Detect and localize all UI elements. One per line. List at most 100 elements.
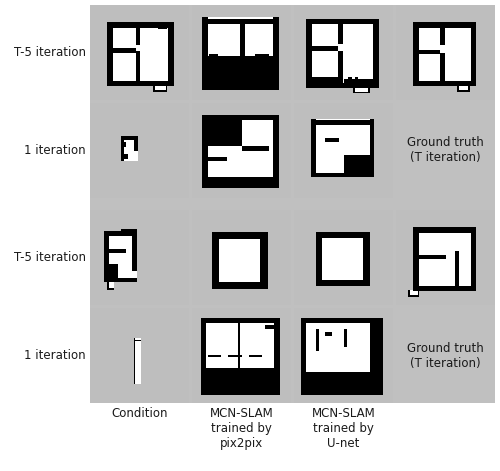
Bar — [300, 390, 382, 395]
Bar — [107, 22, 174, 86]
Bar — [273, 17, 278, 90]
Bar — [294, 308, 393, 403]
Bar — [200, 318, 280, 395]
Bar — [121, 229, 136, 233]
Bar — [104, 231, 109, 283]
Bar — [294, 103, 393, 198]
Bar — [344, 79, 374, 88]
Bar — [123, 154, 128, 159]
Bar — [200, 318, 206, 395]
Bar — [158, 24, 168, 29]
Bar — [363, 233, 370, 286]
Bar — [90, 210, 189, 305]
Bar — [316, 233, 322, 286]
Bar — [104, 231, 136, 283]
Bar — [413, 286, 476, 292]
Bar — [440, 22, 444, 45]
Bar — [418, 290, 420, 297]
Bar — [408, 290, 410, 297]
Bar — [154, 90, 168, 92]
Bar — [300, 318, 382, 395]
Bar — [470, 227, 476, 292]
Bar — [107, 281, 114, 290]
Text: MCN-SLAM
trained by
pix2pix: MCN-SLAM trained by pix2pix — [210, 407, 274, 450]
Bar — [306, 19, 379, 88]
Bar — [408, 290, 420, 297]
Text: 1 iteration: 1 iteration — [24, 144, 86, 157]
Bar — [107, 22, 112, 86]
Bar — [306, 19, 379, 24]
Bar — [121, 136, 124, 161]
Bar — [368, 86, 370, 93]
Bar — [370, 324, 377, 374]
Bar — [223, 19, 242, 24]
Bar — [202, 84, 278, 90]
Bar — [300, 318, 306, 395]
Bar — [265, 325, 276, 329]
Text: T-5 iteration: T-5 iteration — [14, 251, 86, 264]
Bar — [90, 103, 189, 198]
Bar — [242, 146, 270, 151]
Bar — [294, 5, 393, 100]
Bar — [413, 50, 440, 54]
Bar — [413, 255, 446, 259]
Bar — [134, 338, 141, 384]
Bar — [311, 119, 374, 177]
Bar — [306, 83, 379, 88]
Bar — [413, 227, 418, 292]
Bar — [353, 86, 370, 93]
Bar — [413, 22, 476, 28]
Bar — [107, 288, 114, 290]
Text: MCN-SLAM
trained by
U-net: MCN-SLAM trained by U-net — [312, 407, 376, 450]
Bar — [316, 329, 320, 351]
Bar — [396, 5, 495, 100]
Bar — [134, 136, 138, 151]
Bar — [121, 136, 138, 161]
Bar — [192, 5, 291, 100]
Bar — [202, 17, 278, 90]
Bar — [273, 115, 278, 188]
Bar — [312, 77, 338, 88]
Bar — [413, 22, 476, 86]
Bar — [240, 24, 245, 56]
Bar — [354, 77, 358, 81]
Bar — [456, 90, 469, 92]
Bar — [456, 84, 469, 92]
Bar — [374, 19, 379, 88]
Bar — [274, 318, 280, 395]
Bar — [260, 234, 268, 289]
Bar — [202, 19, 278, 24]
Bar — [192, 210, 291, 305]
Bar — [306, 19, 312, 88]
Bar — [348, 77, 352, 81]
Bar — [316, 233, 370, 286]
Bar — [121, 231, 136, 240]
Text: 1 iteration: 1 iteration — [24, 349, 86, 362]
Bar — [107, 48, 136, 52]
Bar — [192, 308, 291, 403]
Bar — [316, 280, 370, 286]
Bar — [353, 92, 370, 93]
Bar — [104, 278, 136, 283]
Bar — [325, 138, 339, 142]
Bar — [135, 229, 136, 240]
Bar — [107, 81, 174, 86]
Bar — [134, 356, 138, 372]
Bar — [90, 5, 189, 100]
Bar — [300, 373, 382, 395]
Bar — [344, 155, 369, 177]
Bar — [209, 54, 218, 60]
Bar — [228, 355, 241, 357]
Bar — [212, 232, 268, 239]
Bar — [455, 251, 460, 292]
Bar — [208, 120, 242, 146]
Bar — [154, 83, 168, 92]
Bar — [107, 249, 126, 253]
Bar — [136, 22, 140, 45]
Bar — [338, 19, 342, 44]
Bar — [353, 86, 354, 93]
Bar — [202, 115, 208, 188]
Bar — [200, 390, 280, 395]
Bar — [202, 17, 208, 90]
Bar — [440, 52, 444, 86]
